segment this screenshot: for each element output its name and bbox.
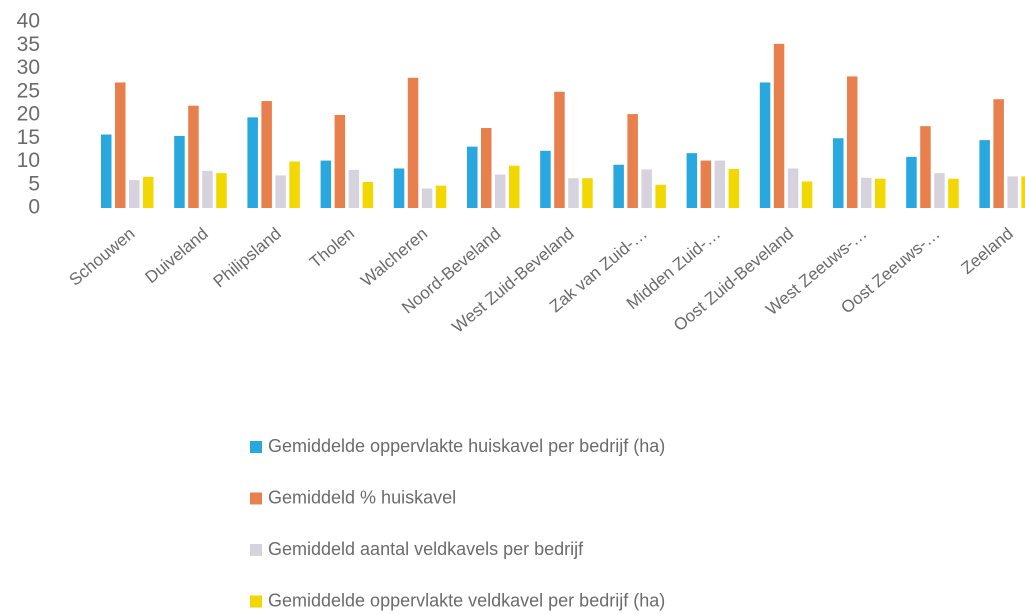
legend-label: Gemiddeld aantal veldkavels per bedrijf <box>268 539 584 559</box>
y-tick-label: 5 <box>28 172 40 195</box>
bar <box>393 168 405 208</box>
bar <box>568 178 579 208</box>
bar <box>509 165 520 208</box>
bar <box>467 146 478 208</box>
bar <box>875 178 886 208</box>
bar <box>847 76 858 208</box>
bar <box>655 184 666 208</box>
bar <box>348 169 360 208</box>
bar <box>686 153 698 208</box>
bar <box>801 181 813 208</box>
bar <box>202 170 213 208</box>
y-tick-label: 35 <box>17 33 40 56</box>
bar <box>129 180 140 208</box>
x-tick-label: Walcheren <box>357 224 431 290</box>
legend-label: Gemiddelde oppervlakte huiskavel per bed… <box>268 436 665 456</box>
x-tick-label: Oost Zuid-Beveland <box>670 224 797 335</box>
bar <box>275 175 286 208</box>
x-tick-label: Schouwen <box>65 224 138 290</box>
bar <box>700 160 712 208</box>
bar <box>261 101 272 208</box>
legend-label: Gemiddelde oppervlakte veldkavel per bed… <box>268 590 665 610</box>
bar <box>421 188 433 208</box>
bar <box>906 156 917 208</box>
bar <box>979 140 990 208</box>
bar <box>174 135 185 208</box>
bar <box>115 82 126 208</box>
y-tick-label: 40 <box>17 10 40 33</box>
bar <box>627 114 638 208</box>
bar <box>641 169 652 208</box>
bar <box>1007 176 1018 208</box>
bar <box>773 43 785 209</box>
y-tick-label: 15 <box>17 126 40 149</box>
bar <box>435 185 447 208</box>
bar <box>540 150 551 208</box>
bar <box>759 82 771 208</box>
legend-swatch <box>250 492 262 505</box>
y-tick-label: 25 <box>17 79 40 102</box>
legend-swatch <box>250 544 262 556</box>
bar <box>1021 176 1025 208</box>
bar <box>407 77 419 208</box>
x-tick-label: Duiveland <box>142 224 212 287</box>
x-tick-label: Philipsland <box>210 224 285 291</box>
bar <box>481 128 492 208</box>
y-tick-label: 20 <box>17 103 40 126</box>
bar <box>247 117 258 208</box>
x-tick-label: Tholen <box>306 224 358 272</box>
x-tick-label: West Zuid-Beveland <box>448 224 577 337</box>
bar <box>934 173 945 208</box>
bar <box>320 160 332 208</box>
legend-label: Gemiddeld % huiskavel <box>268 487 456 507</box>
bar <box>188 105 199 208</box>
bar <box>861 177 872 208</box>
bar <box>582 178 593 208</box>
bar <box>948 178 959 208</box>
bar <box>833 138 844 208</box>
bar <box>101 134 112 208</box>
y-tick-label: 0 <box>28 196 40 219</box>
bar <box>554 91 565 208</box>
bar <box>362 181 374 208</box>
bar <box>216 173 227 208</box>
bar <box>714 160 726 208</box>
bar <box>920 126 931 208</box>
bar <box>613 164 624 208</box>
x-tick-label: Zeeland <box>958 224 1017 278</box>
bar <box>728 168 740 208</box>
y-tick-label: 30 <box>17 56 40 79</box>
bar <box>143 176 154 208</box>
legend-swatch <box>250 595 262 608</box>
bar <box>993 99 1004 208</box>
bar <box>495 174 506 208</box>
y-tick-label: 10 <box>17 149 40 172</box>
bar <box>289 161 300 208</box>
legend-swatch <box>250 441 262 453</box>
bar <box>334 115 346 208</box>
bar <box>787 168 799 208</box>
